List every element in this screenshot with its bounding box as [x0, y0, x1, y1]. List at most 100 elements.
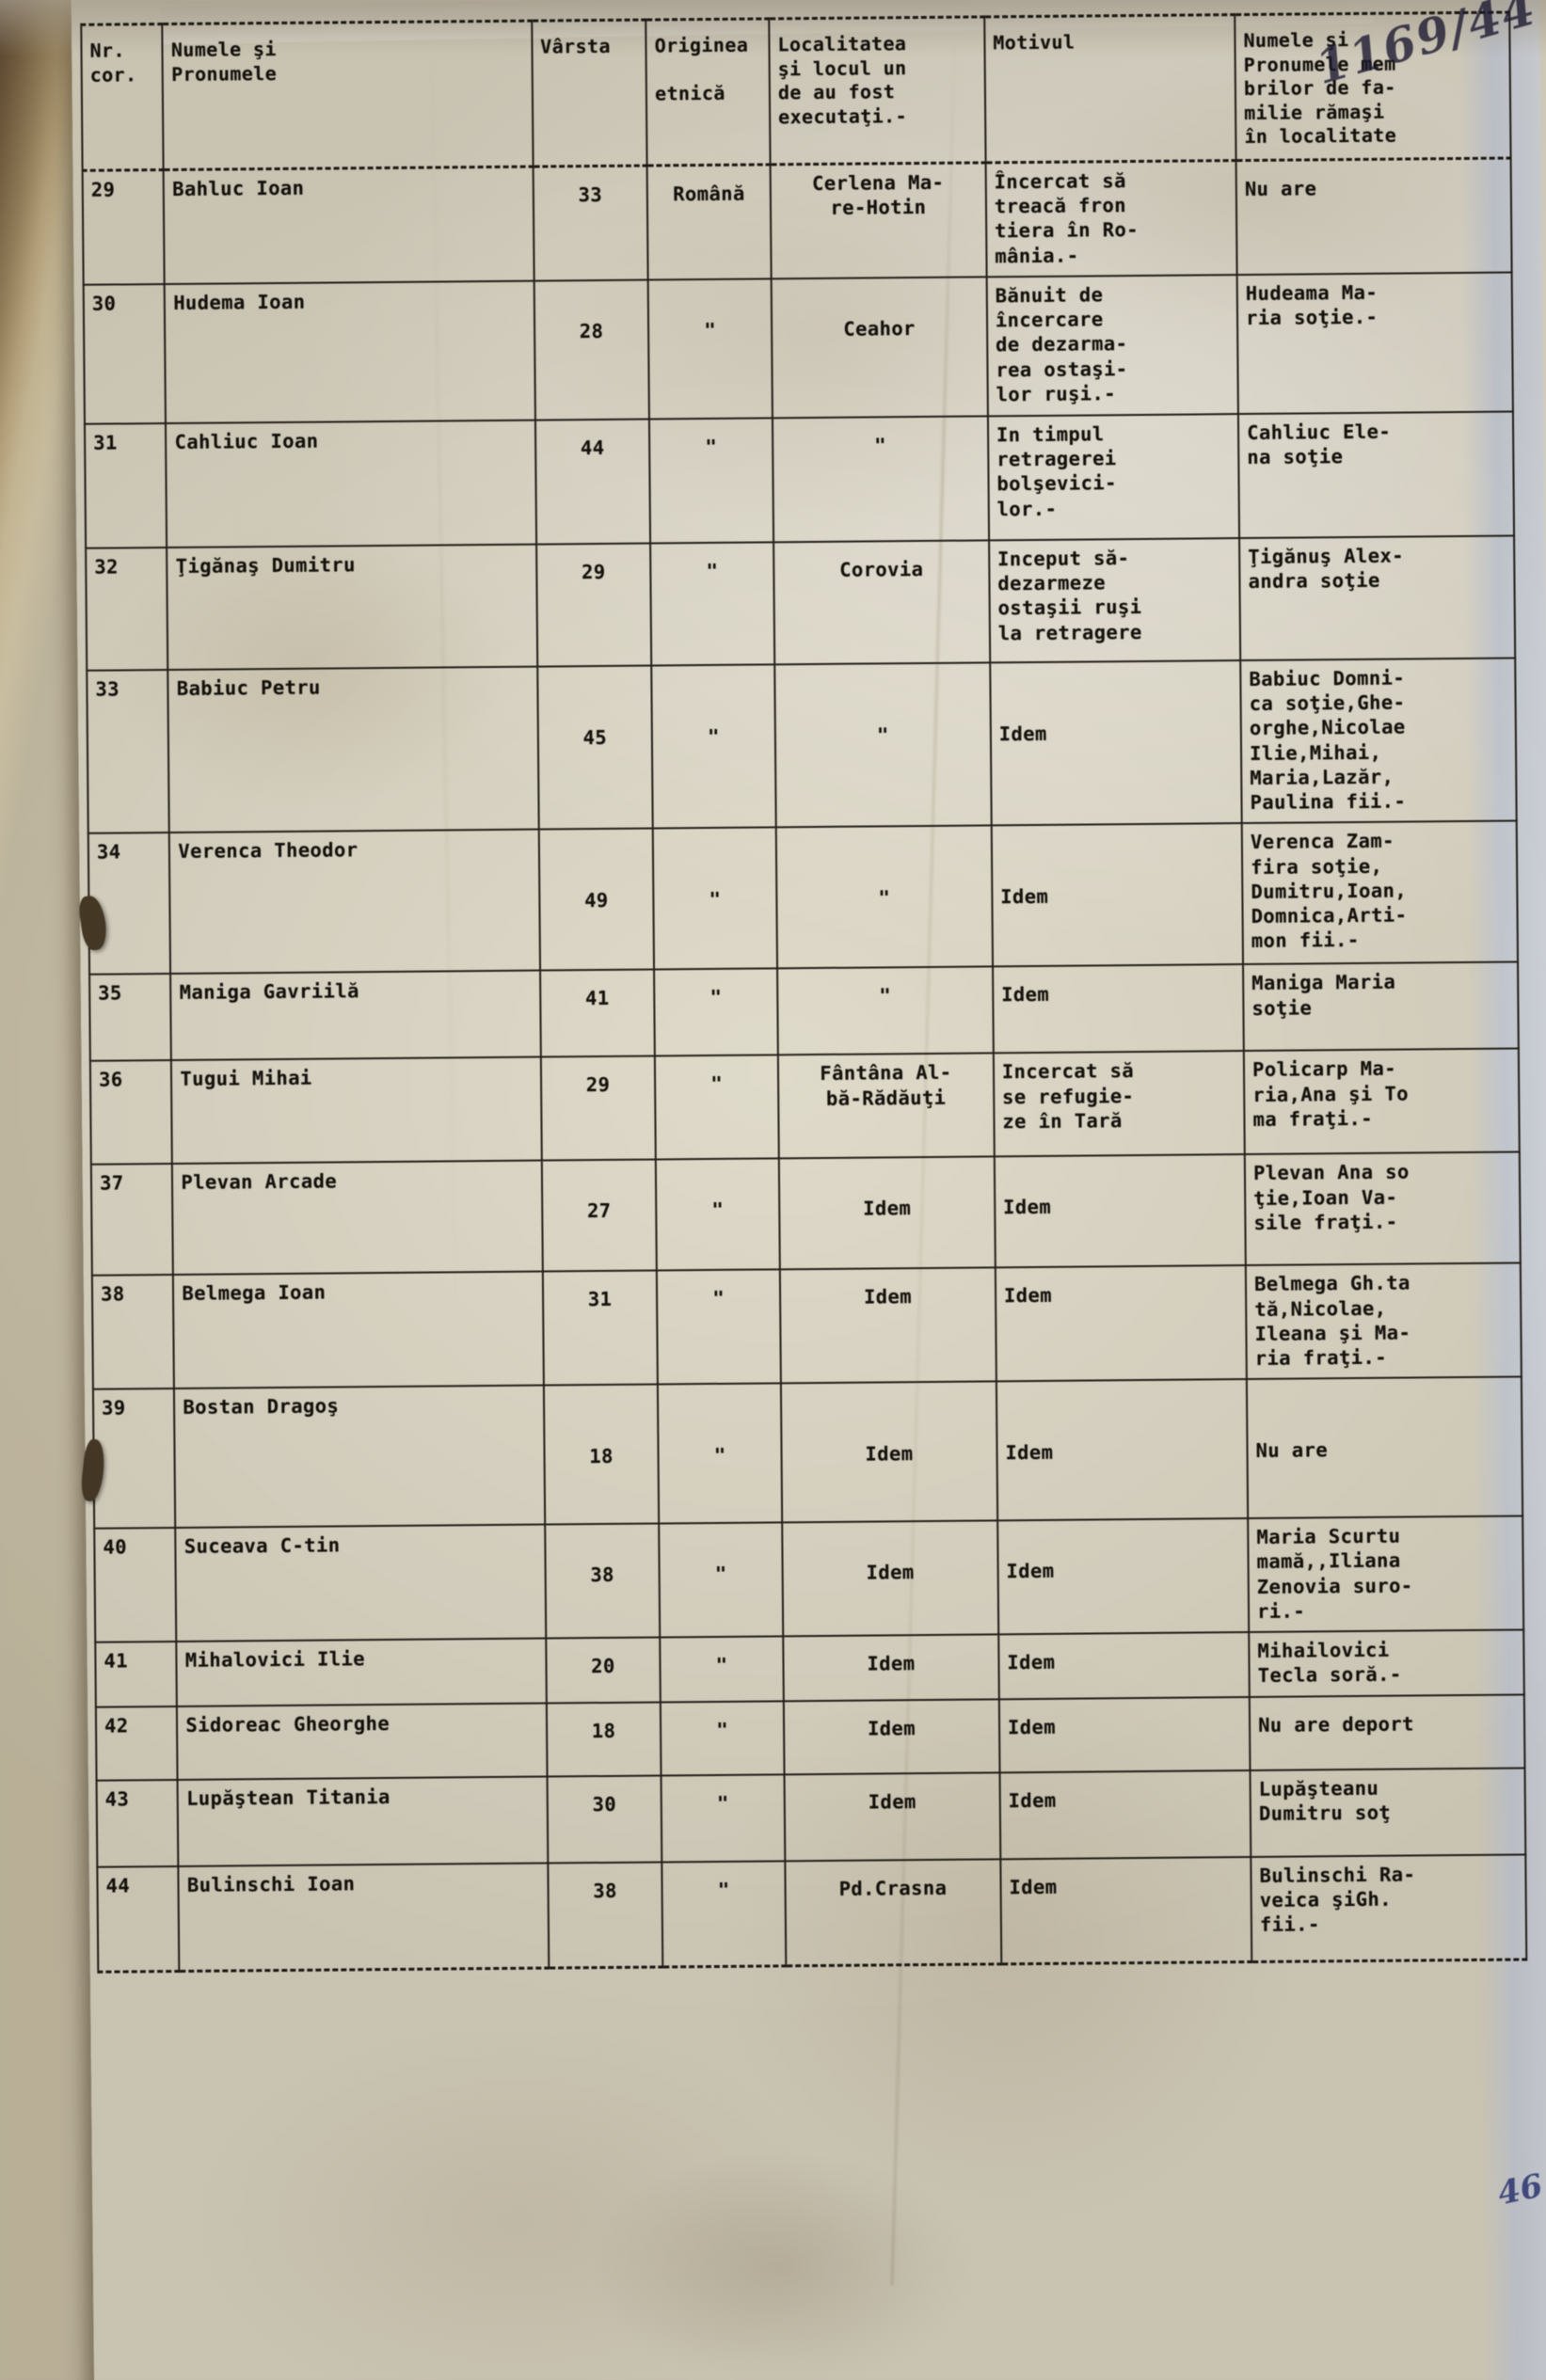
table-row[interactable]: 31 Cahliuc Ioan 44 " " In timpul retragerei b… [84, 411, 1515, 548]
cell-motive: Inceput să- dezarmeze ostaşii ruşi la re… [988, 537, 1241, 663]
cell-age: 30 [547, 1775, 662, 1864]
cell-ethnicity: " [650, 542, 775, 666]
cell-age: 41 [539, 969, 656, 1057]
cell-motive: Idem [998, 1632, 1250, 1699]
cell-name: Bulinschi Ioan [178, 1863, 550, 1972]
cell-ethnicity: " [651, 664, 776, 829]
cell-age: 38 [548, 1862, 663, 1969]
cell-nr: 43 [96, 1779, 179, 1867]
cell-age: 45 [536, 665, 653, 830]
cell-ethnicity: " [661, 1700, 785, 1776]
cell-motive: Idem [996, 1379, 1249, 1521]
cell-nr: 32 [86, 547, 168, 671]
cell-age: 33 [533, 166, 648, 281]
cell-locality: Cerlena Ma- re-Hotin [770, 162, 987, 279]
cell-age: 28 [534, 279, 650, 420]
cell-age: 29 [535, 543, 652, 667]
register-table: Nr. cor. Numele şi Pronumele Vârsta Orig… [80, 11, 1527, 1974]
cell-name: Mihalovici Ilie [176, 1638, 547, 1706]
cell-locality: " [774, 662, 992, 828]
cell-nr: 42 [95, 1706, 178, 1781]
table-row[interactable]: 36 Tugui Mihai 29 " Fântâna Al- bă-Rădăuţi In… [89, 1048, 1520, 1166]
cell-name: Verenca Theodor [169, 829, 540, 975]
cell-age: 18 [546, 1702, 661, 1777]
cell-motive: Idem [990, 659, 1242, 826]
cell-name: Babiuc Petru [167, 666, 539, 833]
cell-ethnicity: " [659, 1522, 784, 1638]
table-row[interactable]: 43 Lupăştean Titania 30 " Idem Idem Lupăşteanu… [96, 1768, 1526, 1867]
table-row[interactable]: 32 Ţigănaş Dumitru 29 " Corovia Inceput să- d… [86, 535, 1516, 671]
cell-name: Belmega Ioan [173, 1271, 544, 1389]
cell-relatives: Cahliuc Ele- na soţie [1237, 411, 1515, 538]
register-sheet: Nr. cor. Numele şi Pronumele Vârsta Orig… [80, 10, 1546, 2346]
cell-name: Sidorеac Gheorghe [177, 1703, 548, 1780]
cell-locality: Idem [784, 1771, 1001, 1861]
cell-relatives: Policarp Ma- ria,Ana şi To ma fraţi.- [1243, 1048, 1520, 1155]
table-row[interactable]: 30 Hudema Ioan 28 " Ceahor Bănuit de încercar… [83, 272, 1513, 424]
cell-locality: " [772, 416, 989, 543]
cell-nr: 34 [88, 833, 171, 976]
table-row[interactable]: 38 Belmega Ioan 31 " Idem Idem Belmega Gh.ta t… [91, 1262, 1522, 1389]
cell-nr: 41 [95, 1642, 178, 1707]
cell-name: Bahluc Ioan [164, 167, 534, 284]
cell-motive: Idem [995, 1265, 1247, 1382]
cell-motive: Idem [999, 1769, 1251, 1859]
cell-name: Maniga Gavriilă [170, 970, 541, 1061]
cell-age: 27 [541, 1159, 658, 1272]
cell-ethnicity: " [657, 1269, 781, 1385]
cell-name: Lupăştean Titania [177, 1776, 549, 1866]
cell-nr: 33 [87, 669, 170, 834]
cell-locality: Idem [782, 1520, 999, 1637]
table-row[interactable]: 34 Verenca Theodor 49 " " Idem Verenca Zam- fi… [88, 820, 1519, 976]
cell-motive: In timpul retragerei bolşevici- lor.- [987, 413, 1240, 541]
table-row[interactable]: 35 Maniga Gavriilă 41 " " Idem Maniga Maria so… [89, 961, 1519, 1062]
cell-ethnicity: " [654, 968, 778, 1056]
cell-locality: Pd.Crasna [785, 1858, 1002, 1966]
cell-name: Tugui Mihai [171, 1056, 542, 1165]
table-header-row: Nr. cor. Numele şi Pronumele Vârsta Orig… [81, 12, 1511, 171]
cell-locality: Idem [779, 1267, 996, 1384]
column-header-locality: Localitatea şi locul un de au fost execu… [769, 16, 986, 165]
column-header-motive: Motivul [984, 14, 1236, 163]
cell-locality: Corovia [773, 540, 991, 665]
cell-age: 49 [538, 828, 655, 971]
cell-nr: 31 [84, 422, 167, 548]
cell-locality: " [777, 966, 994, 1055]
cell-motive: Încercat să treacă fron tiera în Ro- mân… [985, 160, 1237, 278]
cell-ethnicity: " [647, 278, 773, 420]
cell-ethnicity: " [655, 1055, 779, 1160]
table-row[interactable]: 40 Suceava C-tin 38 " Idem Idem Maria Scurtu m… [94, 1515, 1524, 1642]
table-row[interactable]: 37 Plevan Arcade 27 " Idem Idem Plevan Ana so … [90, 1151, 1521, 1277]
cell-name: Hudema Ioan [165, 280, 535, 423]
table-row[interactable]: 44 Bulinschi Ioan 38 " Pd.Crasna Idem Bulinsch… [97, 1854, 1527, 1973]
column-header-age: Vârsta [531, 20, 647, 167]
cell-name: Ţigănaş Dumitru [167, 544, 537, 670]
cell-nr: 36 [89, 1060, 173, 1166]
cell-ethnicity: " [649, 418, 774, 544]
cell-relatives: Maniga Maria soţie [1243, 961, 1519, 1052]
column-header-name: Numele şi Pronumele [162, 21, 534, 170]
column-header-relatives: Numele şi Pronumele mem brilor de fa- mi… [1235, 12, 1511, 161]
cell-relatives: Maria Scurtu mamă,,Iliana Zenovia suro- … [1248, 1515, 1524, 1633]
table-row[interactable]: 29 Bahluc Ioan 33 Română Cerlena Ma- re-Hoti… [82, 157, 1512, 285]
cell-age: 20 [546, 1637, 661, 1704]
cell-nr: 29 [82, 169, 166, 285]
cell-locality: Idem [778, 1156, 996, 1270]
cell-name: Plevan Arcade [172, 1160, 543, 1276]
cell-nr: 37 [90, 1164, 174, 1277]
cell-relatives: Belmega Gh.ta tă,Nicolae, Ileana şi Ma- … [1245, 1262, 1522, 1380]
cell-ethnicity: " [660, 1636, 784, 1703]
cell-age: 38 [544, 1523, 661, 1639]
cell-age: 44 [534, 419, 651, 545]
cell-name: Suceava C-tin [175, 1524, 547, 1642]
table-row[interactable]: 39 Bostan Dragoş 18 " Idem Idem Nu are [92, 1376, 1523, 1529]
table-row[interactable]: 42 Sidorеac Gheorghe 18 " Idem Idem Nu are dep… [95, 1694, 1525, 1781]
cell-relatives: Mihailovici Tecla soră.- [1249, 1629, 1524, 1697]
table-body: 29 Bahluc Ioan 33 Română Cerlena Ma- re-Hoti… [82, 157, 1527, 1973]
cell-motive: Bănuit de încercare de dezarma- rea osta… [986, 274, 1238, 417]
cell-nr: 38 [91, 1275, 175, 1389]
cell-ethnicity: " [656, 1158, 780, 1271]
cell-relatives: Nu are deport [1249, 1694, 1525, 1770]
table-row[interactable]: 33 Babiuc Petru 45 " " Idem Babiuc Domni- ca s… [87, 658, 1517, 834]
cell-ethnicity: " [658, 1383, 783, 1524]
